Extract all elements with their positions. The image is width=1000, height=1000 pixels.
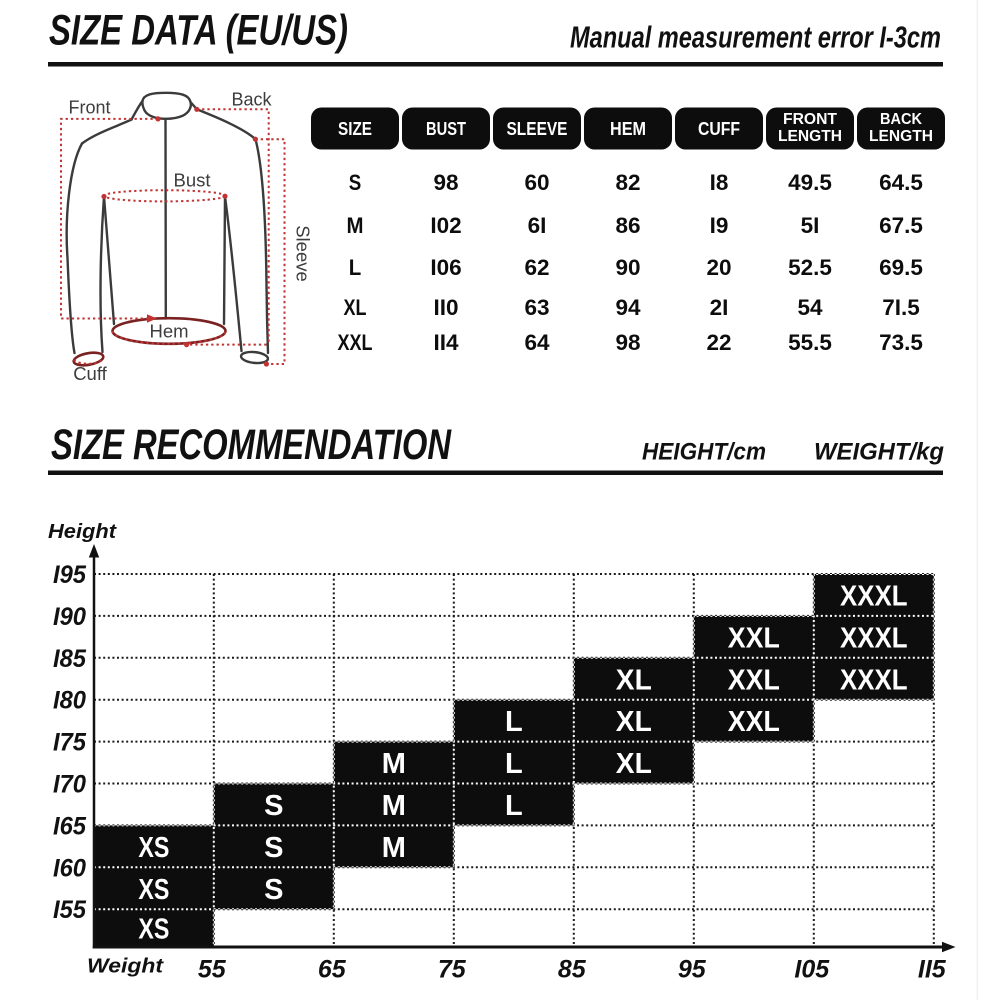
svg-text:65: 65 [318,956,347,984]
svg-text:64.5: 64.5 [879,170,923,195]
svg-text:90: 90 [615,255,640,280]
svg-text:L: L [505,748,523,780]
svg-text:XXL: XXL [728,622,780,654]
svg-text:69.5: 69.5 [879,255,923,280]
svg-text:86: 86 [615,213,640,238]
svg-text:Bust: Bust [173,170,210,191]
svg-text:82: 82 [615,170,640,195]
svg-text:II4: II4 [433,330,459,355]
svg-text:I95: I95 [53,561,87,589]
svg-text:64: 64 [524,330,550,355]
svg-text:2I: 2I [710,295,729,320]
svg-text:67.5: 67.5 [879,213,923,238]
svg-text:BUST: BUST [426,118,467,139]
svg-text:94: 94 [615,295,641,320]
svg-text:XL: XL [616,748,652,780]
svg-text:I02: I02 [430,213,461,238]
svg-text:I9: I9 [710,213,729,238]
svg-text:HEM: HEM [610,118,646,139]
svg-text:M: M [382,748,406,780]
svg-text:XL: XL [616,664,652,696]
svg-text:63: 63 [524,295,549,320]
svg-text:S: S [349,170,362,195]
svg-text:L: L [505,706,523,738]
svg-text:95: 95 [678,956,707,984]
svg-text:M: M [382,790,406,822]
svg-text:I70: I70 [53,771,86,799]
svg-text:M: M [382,832,406,864]
svg-text:I65: I65 [53,812,87,840]
svg-text:62: 62 [524,255,549,280]
svg-text:XXL: XXL [338,330,373,355]
svg-text:I85: I85 [53,645,87,673]
svg-text:I06: I06 [430,255,461,280]
svg-text:I75: I75 [53,729,87,757]
svg-text:XXXL: XXXL [840,622,908,654]
svg-text:54: 54 [797,295,823,320]
svg-text:Back: Back [231,90,272,110]
svg-text:98: 98 [615,330,640,355]
svg-text:S: S [264,790,283,822]
svg-text:Sleeve: Sleeve [293,225,314,282]
svg-text:75: 75 [438,956,467,984]
svg-text:XXL: XXL [728,706,780,738]
svg-text:SIZE RECOMMENDATION: SIZE RECOMMENDATION [51,422,452,469]
svg-text:FRONT: FRONT [783,111,837,128]
svg-text:LENGTH: LENGTH [778,128,842,145]
svg-text:M: M [347,213,364,238]
svg-text:S: S [264,874,283,906]
svg-text:98: 98 [433,170,458,195]
svg-text:20: 20 [706,255,731,280]
svg-text:XXXL: XXXL [840,664,908,696]
svg-text:55: 55 [198,956,227,984]
svg-text:WEIGHT/kg: WEIGHT/kg [814,439,944,466]
svg-text:XXXL: XXXL [840,580,908,612]
svg-text:Manual measurement error I-3cm: Manual measurement error I-3cm [570,21,941,55]
svg-text:22: 22 [706,330,731,355]
svg-text:Hem: Hem [149,321,188,342]
svg-text:XL: XL [344,295,367,320]
svg-text:I55: I55 [53,896,87,924]
svg-text:49.5: 49.5 [788,170,832,195]
svg-text:XL: XL [616,706,652,738]
svg-text:II5: II5 [918,956,947,984]
svg-text:Cuff: Cuff [73,363,107,384]
svg-text:SIZE: SIZE [338,118,372,139]
svg-text:85: 85 [558,956,587,984]
svg-text:S: S [264,832,283,864]
svg-text:SLEEVE: SLEEVE [507,118,568,139]
svg-text:SIZE DATA (EU/US): SIZE DATA (EU/US) [49,8,348,55]
svg-text:Weight: Weight [87,956,165,978]
svg-text:HEIGHT/cm: HEIGHT/cm [642,439,766,466]
svg-text:I05: I05 [794,956,830,984]
svg-text:I60: I60 [53,854,86,882]
svg-text:XS: XS [138,874,169,906]
svg-text:I8: I8 [710,170,729,195]
svg-text:7I.5: 7I.5 [882,295,920,320]
svg-text:52.5: 52.5 [788,255,832,280]
svg-text:II0: II0 [433,295,458,320]
svg-text:CUFF: CUFF [698,118,740,139]
svg-text:XS: XS [138,832,169,864]
svg-text:55.5: 55.5 [788,330,832,355]
svg-text:I80: I80 [53,687,86,715]
svg-text:XXL: XXL [728,664,780,696]
svg-text:60: 60 [524,170,549,195]
svg-text:73.5: 73.5 [879,330,923,355]
svg-text:Front: Front [68,98,110,118]
svg-text:5I: 5I [801,213,820,238]
svg-text:XS: XS [138,914,169,946]
svg-text:I90: I90 [53,603,86,631]
svg-text:L: L [349,255,362,280]
svg-text:Height: Height [48,521,117,543]
svg-text:BACK: BACK [880,111,922,128]
svg-text:6I: 6I [528,213,547,238]
svg-text:L: L [505,790,523,822]
svg-text:LENGTH: LENGTH [869,128,933,145]
